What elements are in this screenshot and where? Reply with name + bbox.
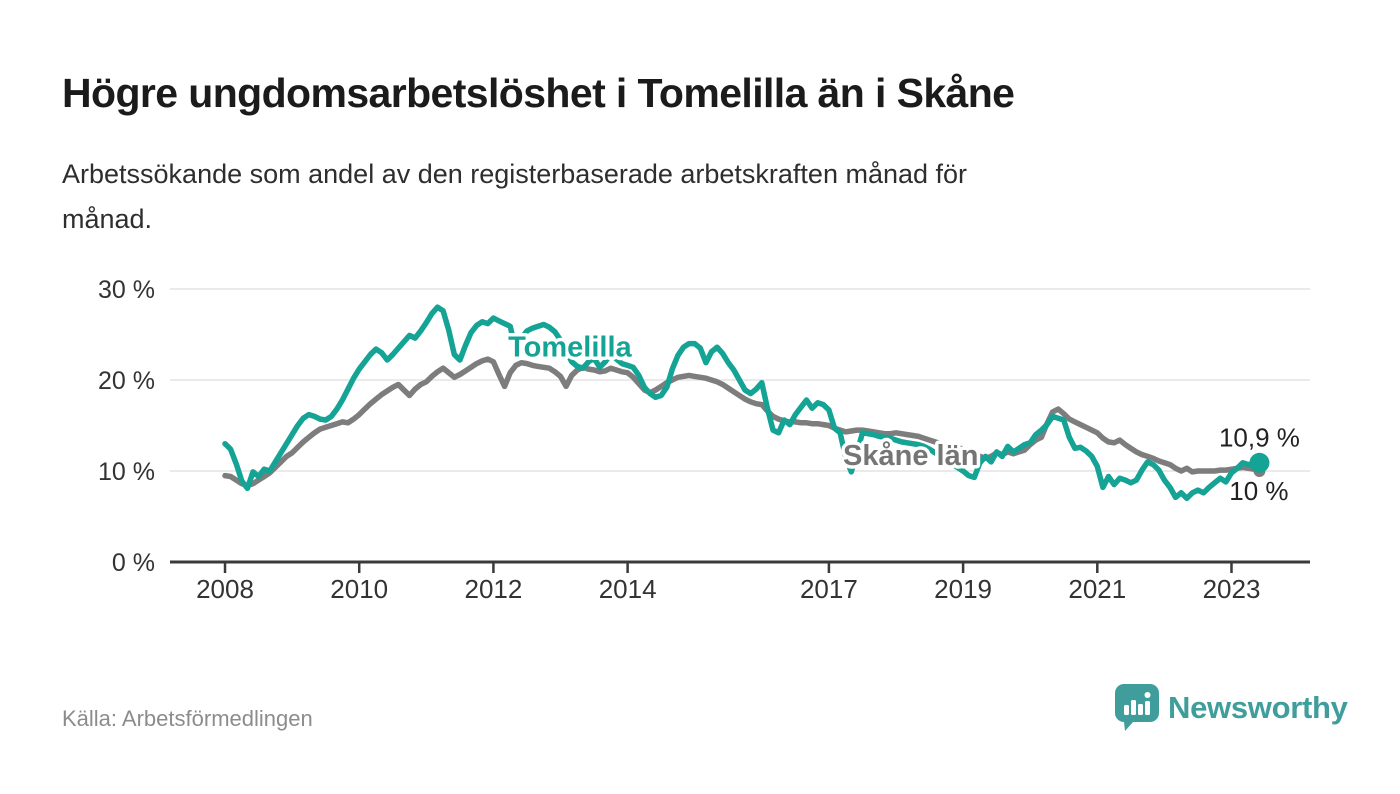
tomelilla-line	[222, 304, 1263, 502]
y-tick-label-20: 20 %	[98, 367, 155, 395]
subtitle-line-2: månad.	[62, 204, 153, 234]
x-tick-label-2012: 2012	[464, 574, 522, 604]
x-tick-label-2023: 2023	[1203, 574, 1261, 604]
x-tick-label-2010: 2010	[330, 574, 388, 604]
bar-1	[1124, 705, 1129, 715]
skane-line	[222, 356, 1263, 489]
y-tick-label-0: 0 %	[112, 549, 155, 577]
newsworthy-logo: Newsworthy	[1115, 684, 1348, 732]
source-note: Källa: Arbetsförmedlingen	[62, 706, 313, 731]
x-tick-label-2017: 2017	[800, 574, 858, 604]
series-label-tomelilla: Tomelilla	[508, 331, 632, 363]
bar-3	[1138, 704, 1143, 715]
series-label-sk-ne-l-n: Skåne län	[843, 440, 978, 472]
bubble-shape	[1115, 684, 1159, 731]
tomelilla-endpoint-dot	[1249, 452, 1270, 473]
chart-title: Högre ungdomsarbetslöshet i Tomelilla än…	[62, 70, 1015, 116]
x-tick-label-2019: 2019	[934, 574, 992, 604]
exclamation-bar	[1145, 701, 1150, 715]
subtitle-line-1: Arbetssökande som andel av den registerb…	[62, 159, 968, 189]
logo-wordmark: Newsworthy	[1168, 690, 1348, 725]
exclamation-dot	[1144, 692, 1151, 698]
x-tick-label-2008: 2008	[196, 574, 254, 604]
end-value-label-10: 10 %	[1229, 476, 1288, 506]
bar-2	[1131, 700, 1136, 715]
newsworthy-bubble-icon	[1115, 684, 1159, 731]
x-tick-label-2014: 2014	[599, 574, 657, 604]
chart-subtitle: Arbetssökande som andel av den registerb…	[62, 152, 967, 242]
end-value-label-109: 10,9 %	[1219, 422, 1300, 452]
y-tick-label-10: 10 %	[98, 458, 155, 486]
y-tick-label-30: 30 %	[98, 276, 155, 304]
x-tick-label-2021: 2021	[1068, 574, 1126, 604]
